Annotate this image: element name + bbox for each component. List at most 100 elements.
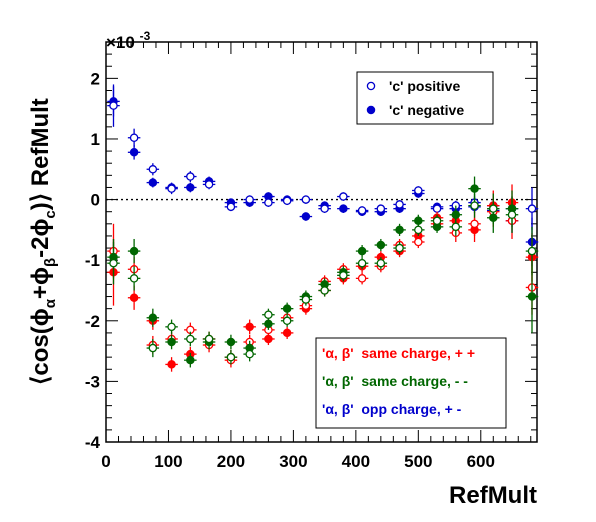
data-point (184, 171, 197, 182)
legend-label-same-plus: 'α, β' same charge, + + (322, 345, 475, 361)
point-marker (226, 337, 236, 347)
data-point (243, 346, 256, 362)
point-marker (109, 258, 118, 268)
data-point (299, 195, 313, 204)
data-point (224, 334, 238, 350)
y-tick-label: 0 (91, 191, 100, 210)
legend-label-opp: 'α, β' opp charge, + - (322, 401, 462, 417)
data-point (243, 195, 256, 204)
point-marker (339, 271, 348, 280)
legend-c-charge: 'c' positive 'c' negative (356, 71, 494, 125)
data-point (127, 145, 141, 160)
point-marker (129, 274, 139, 283)
point-marker (282, 196, 292, 206)
data-point (184, 352, 197, 368)
legend-marker-open (366, 81, 376, 91)
point-marker (432, 216, 442, 226)
x-tick-label: 500 (404, 452, 432, 471)
point-marker (148, 343, 158, 353)
data-point (127, 266, 141, 291)
data-point (374, 204, 388, 213)
point-marker (204, 180, 214, 189)
point-marker (301, 295, 311, 304)
y-title-plus: +ϕ (27, 267, 54, 299)
point-marker (167, 337, 176, 347)
data-point (374, 257, 388, 270)
data-point (393, 223, 406, 236)
point-marker (245, 349, 254, 359)
data-point (280, 302, 294, 315)
point-marker (470, 219, 479, 229)
point-marker (376, 204, 386, 213)
point-marker (414, 186, 423, 195)
legend-label-c-negative: 'c' negative (389, 102, 464, 118)
point-marker (414, 216, 423, 226)
data-point (412, 235, 425, 249)
data-point (146, 338, 160, 358)
series-open-006600 (107, 193, 539, 365)
y-tick-labels: -4 -3 -2 -1 0 1 2 (85, 69, 101, 452)
data-point (525, 226, 539, 276)
data-point (107, 242, 120, 285)
point-marker (414, 225, 423, 235)
data-point (165, 334, 178, 350)
legend-label-c-positive: 'c' positive (389, 78, 460, 94)
data-points (107, 84, 539, 372)
x-tick-label: 600 (467, 452, 495, 471)
legend-label-same-minus: 'α, β' same charge, - - (322, 373, 468, 389)
data-point (165, 319, 178, 335)
point-marker (282, 316, 292, 326)
y-tick-label: 1 (91, 130, 100, 149)
data-point (318, 284, 331, 297)
point-marker (489, 204, 498, 213)
point-marker (320, 204, 329, 213)
data-point (318, 204, 331, 213)
point-marker (357, 246, 367, 256)
y-title-sub-alpha: α (42, 298, 59, 308)
data-point (184, 182, 197, 193)
data-point (202, 331, 216, 347)
data-point (202, 179, 216, 190)
data-point (280, 314, 294, 327)
data-point (412, 186, 425, 195)
point-marker (226, 352, 236, 362)
point-marker (129, 293, 139, 303)
x-axis-title: RefMult (449, 482, 537, 509)
point-marker (167, 184, 176, 193)
point-marker (264, 334, 273, 344)
y-title-sub-c: c (42, 210, 59, 218)
data-point (393, 242, 406, 255)
data-point (505, 196, 519, 233)
data-point (430, 204, 444, 213)
data-point (337, 204, 350, 213)
data-point (355, 206, 369, 215)
data-point (337, 192, 350, 201)
y-title-sub-beta: β (42, 258, 59, 267)
point-marker (186, 355, 195, 365)
y-title-minus: -2ϕ (27, 219, 54, 258)
data-point (374, 238, 388, 252)
point-marker (204, 334, 214, 344)
data-point (146, 308, 160, 327)
y-tick-label: -4 (85, 433, 101, 452)
data-point (243, 319, 256, 335)
data-point (146, 163, 160, 176)
x-tick-labels: 0 100 200 300 400 500 600 (101, 452, 495, 471)
y-tick-label: -2 (85, 312, 100, 331)
point-marker (451, 210, 461, 219)
point-marker (527, 204, 537, 213)
legend-charge-combinations: 'α, β' same charge, + + 'α, β' same char… (315, 337, 507, 429)
y-multiplier: ×10 -3 (106, 29, 151, 52)
point-marker (320, 286, 329, 295)
data-point (165, 183, 178, 195)
point-marker (148, 313, 158, 323)
point-marker (507, 210, 517, 219)
axis-ticks (105, 41, 537, 443)
data-point (430, 214, 444, 227)
point-marker (339, 204, 348, 213)
x-tick-label: 200 (217, 452, 245, 471)
data-point (412, 223, 425, 236)
data-point (468, 193, 481, 218)
data-point (355, 245, 369, 258)
data-point (337, 269, 350, 282)
